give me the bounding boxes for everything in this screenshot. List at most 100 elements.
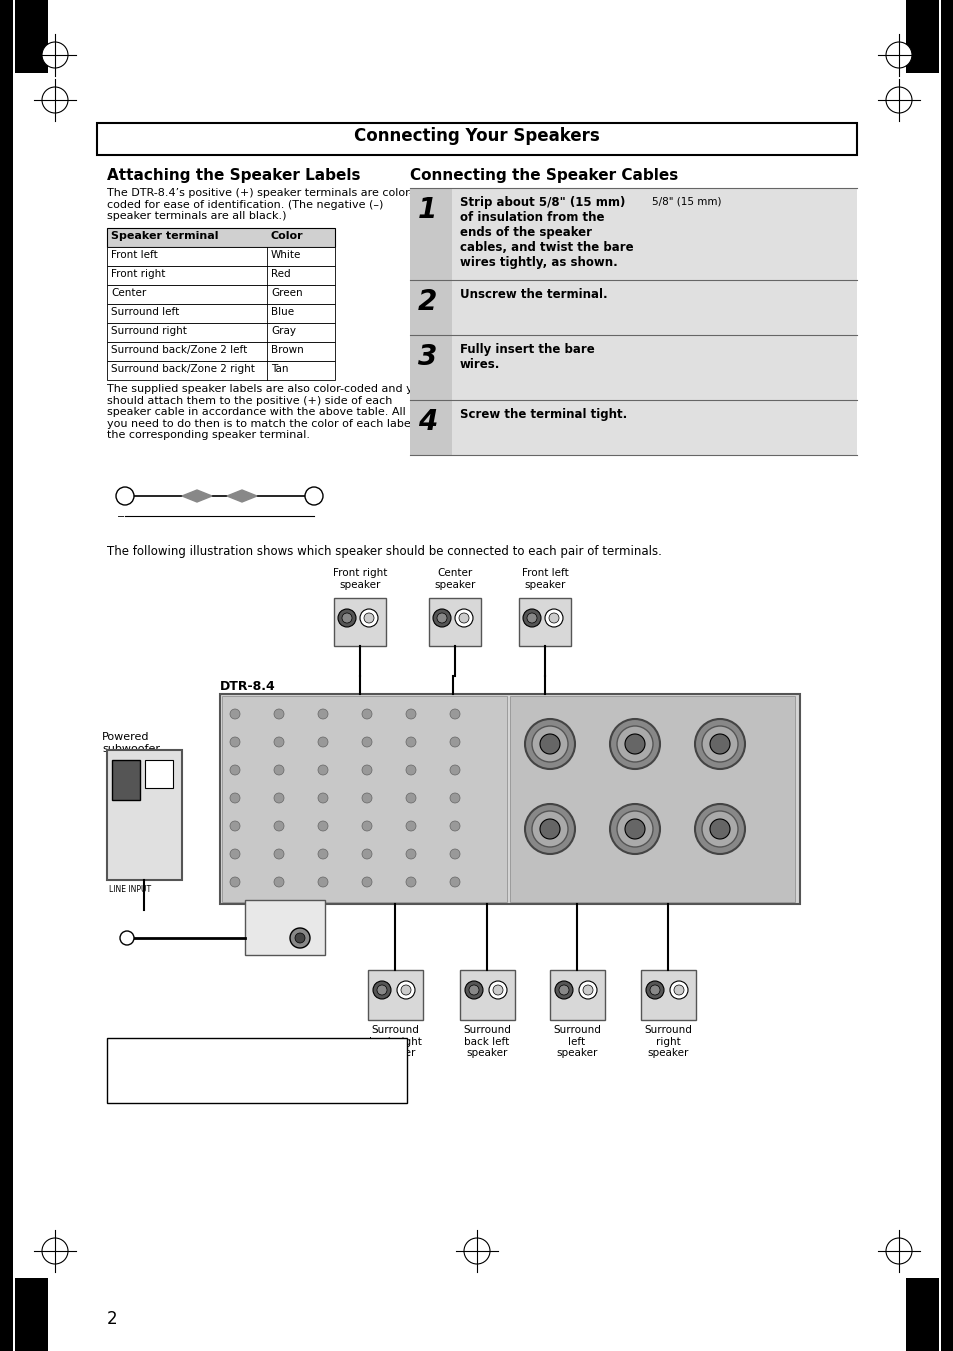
Circle shape <box>406 709 416 719</box>
Bar <box>410 335 452 400</box>
Text: Blue: Blue <box>271 307 294 317</box>
Bar <box>452 335 856 400</box>
Circle shape <box>555 981 573 998</box>
Text: Green: Green <box>271 288 302 299</box>
Bar <box>410 280 452 335</box>
Circle shape <box>361 738 372 747</box>
Circle shape <box>885 1238 911 1265</box>
Circle shape <box>317 765 328 775</box>
Text: LINE INPUT: LINE INPUT <box>109 885 151 894</box>
Circle shape <box>450 709 459 719</box>
Circle shape <box>230 848 240 859</box>
Text: +: + <box>490 1008 497 1017</box>
Circle shape <box>230 738 240 747</box>
Text: 2: 2 <box>417 288 436 316</box>
Circle shape <box>230 793 240 802</box>
Text: Tan: Tan <box>271 363 288 374</box>
Circle shape <box>364 613 374 623</box>
Circle shape <box>436 613 447 623</box>
Circle shape <box>230 877 240 888</box>
Circle shape <box>450 793 459 802</box>
Circle shape <box>120 931 133 944</box>
Circle shape <box>455 609 473 627</box>
Circle shape <box>305 486 323 505</box>
Polygon shape <box>227 490 256 503</box>
Circle shape <box>373 981 391 998</box>
Bar <box>13 1275 48 1278</box>
Bar <box>107 304 335 323</box>
Bar <box>112 761 140 800</box>
Circle shape <box>406 765 416 775</box>
Bar <box>368 970 422 1020</box>
Text: Screw the terminal tight.: Screw the terminal tight. <box>459 408 626 422</box>
Circle shape <box>274 793 284 802</box>
Circle shape <box>469 985 478 994</box>
Bar <box>107 750 182 880</box>
Bar <box>905 1275 953 1351</box>
Text: LINE INPUT: LINE INPUT <box>109 840 151 848</box>
Text: Front left
speaker: Front left speaker <box>521 567 568 589</box>
Text: Unscrew the terminal.: Unscrew the terminal. <box>459 288 607 301</box>
Text: Connecting the Speaker Cables: Connecting the Speaker Cables <box>410 168 678 182</box>
Text: +: + <box>457 636 464 644</box>
Circle shape <box>274 709 284 719</box>
Circle shape <box>450 821 459 831</box>
Circle shape <box>544 609 562 627</box>
Bar <box>13 0 15 76</box>
Circle shape <box>522 609 540 627</box>
Bar <box>452 400 856 455</box>
Circle shape <box>532 725 567 762</box>
Circle shape <box>539 734 559 754</box>
Circle shape <box>274 738 284 747</box>
Text: +: + <box>398 1008 405 1017</box>
Bar <box>940 0 953 1351</box>
Text: Connecting Your Speakers: Connecting Your Speakers <box>354 127 599 145</box>
Bar <box>107 1038 407 1102</box>
Circle shape <box>341 613 352 623</box>
Text: DTR-8.4: DTR-8.4 <box>220 680 275 693</box>
Circle shape <box>274 821 284 831</box>
Circle shape <box>230 765 240 775</box>
Circle shape <box>885 42 911 68</box>
Text: −: − <box>645 1008 652 1017</box>
Text: Strip about 5/8" (15 mm)
of insulation from the
ends of the speaker
cables, and : Strip about 5/8" (15 mm) of insulation f… <box>459 196 633 269</box>
Circle shape <box>116 486 133 505</box>
Text: +: + <box>306 492 314 501</box>
Circle shape <box>695 719 744 769</box>
Text: The DTR-8.4’s positive (+) speaker terminals are color-
coded for ease of identi: The DTR-8.4’s positive (+) speaker termi… <box>107 188 413 222</box>
Text: −: − <box>117 512 125 521</box>
Circle shape <box>406 848 416 859</box>
Circle shape <box>624 734 644 754</box>
Circle shape <box>42 1238 68 1265</box>
Text: PRE OUT
SUB: PRE OUT SUB <box>250 905 297 927</box>
Circle shape <box>400 985 411 994</box>
Circle shape <box>361 848 372 859</box>
Bar <box>0 0 13 1351</box>
Bar <box>429 598 480 646</box>
Text: If your subwoofer is unpowered and you’re
using an external amp, connect the PRE: If your subwoofer is unpowered and you’r… <box>112 1044 364 1077</box>
Circle shape <box>274 765 284 775</box>
Circle shape <box>450 738 459 747</box>
Bar <box>938 0 940 76</box>
Text: Surround right: Surround right <box>111 326 187 336</box>
Circle shape <box>450 765 459 775</box>
Circle shape <box>578 981 597 998</box>
Text: Fully insert the bare
wires.: Fully insert the bare wires. <box>459 343 594 372</box>
Text: Gray: Gray <box>271 326 295 336</box>
Circle shape <box>526 613 537 623</box>
Circle shape <box>624 819 644 839</box>
Circle shape <box>396 981 415 998</box>
Bar <box>410 188 452 280</box>
Bar <box>459 970 515 1020</box>
Circle shape <box>361 821 372 831</box>
Text: +: + <box>580 1008 587 1017</box>
Circle shape <box>361 709 372 719</box>
Circle shape <box>558 985 568 994</box>
Circle shape <box>885 86 911 113</box>
Circle shape <box>317 877 328 888</box>
Text: Surround
right
speaker: Surround right speaker <box>643 1025 691 1058</box>
Text: +: + <box>547 636 554 644</box>
Circle shape <box>617 725 652 762</box>
Circle shape <box>463 1238 490 1265</box>
Bar <box>452 280 856 335</box>
